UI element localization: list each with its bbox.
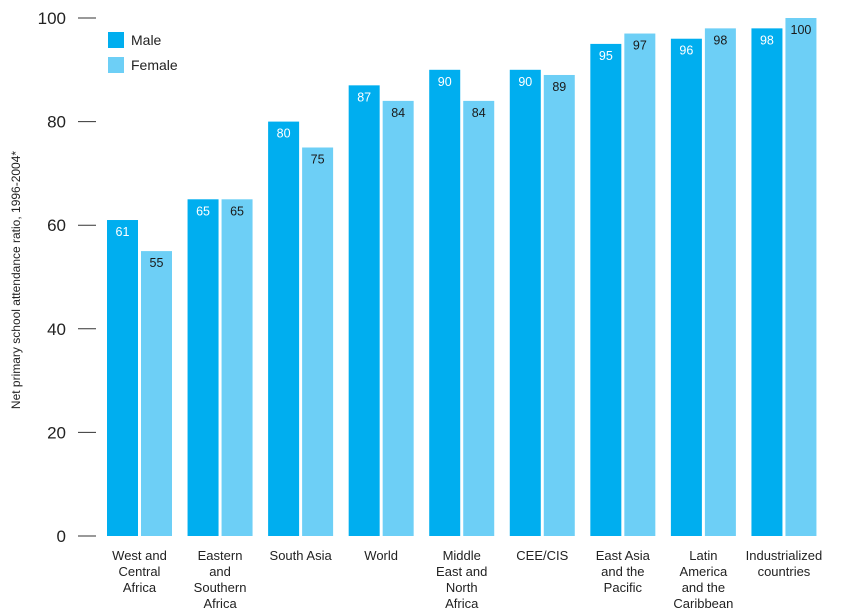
y-tick-label: 80 [47,113,66,132]
data-label: 89 [552,80,566,94]
y-tick-label: 60 [47,216,66,235]
data-label: 65 [196,204,210,218]
bar-male [670,38,702,536]
legend-label-male: Male [131,32,162,48]
bar-female [221,199,253,537]
x-tick-label: South Asia [270,548,333,563]
x-tick-label: Industrialized countries [746,548,823,579]
bars: 61 65 80 87 90 90 95 96 98 55 65 75 84 84 89 97 98 100 [107,18,817,537]
bar-female [382,100,414,536]
bar-male [751,28,783,537]
x-tick-label: World [364,548,398,563]
data-label: 97 [633,39,647,53]
bar-male [590,43,622,537]
bar-male [348,85,380,536]
x-tick-label: West and Central Africa [112,548,167,595]
data-label: 96 [679,44,693,58]
bar-female [785,18,817,536]
bar-male [509,69,541,537]
x-tick-label: East Asia and the Pacific [596,548,651,595]
bar-female [463,100,495,536]
y-axis: 0 20 40 60 80 100 [38,9,96,546]
data-label: 84 [472,106,486,120]
bar-female [141,251,172,536]
data-label: 100 [791,23,812,37]
data-label: 90 [438,75,452,89]
x-tick-label: Latin America and the Caribbean [673,548,733,611]
data-label: 98 [760,33,774,47]
data-label: 98 [713,33,727,47]
data-label: 95 [599,49,613,63]
legend-swatch-male [108,32,124,48]
y-axis-label: Net primary school attendance ratio, 199… [9,151,23,409]
data-label: 65 [230,204,244,218]
data-label: 75 [311,153,325,167]
bar-female [302,147,334,536]
x-axis-labels: West and Central Africa Eastern and Southern A… [112,548,822,611]
bar-male [187,199,219,537]
data-label: 84 [391,106,405,120]
bar-female [624,33,656,536]
bar-male [107,220,138,536]
x-tick-label: CEE/CIS [516,548,568,563]
data-label: 80 [277,127,291,141]
data-label: 90 [518,75,532,89]
bar-female [543,74,575,536]
bar-male [429,69,461,537]
legend-label-female: Female [131,57,178,73]
x-tick-label: Middle East and North Africa [436,548,487,611]
legend: Male Female [108,32,178,73]
bar-male [268,121,300,536]
legend-swatch-female [108,57,124,73]
y-tick-label: 100 [38,9,66,28]
data-label: 61 [116,225,130,239]
y-tick-label: 40 [47,320,66,339]
y-tick-label: 0 [57,527,66,546]
x-tick-label: Eastern and Southern Africa [194,548,247,611]
y-tick-label: 20 [47,423,66,442]
bar-female [704,28,736,537]
data-label: 87 [357,90,371,104]
data-label: 55 [150,256,164,270]
